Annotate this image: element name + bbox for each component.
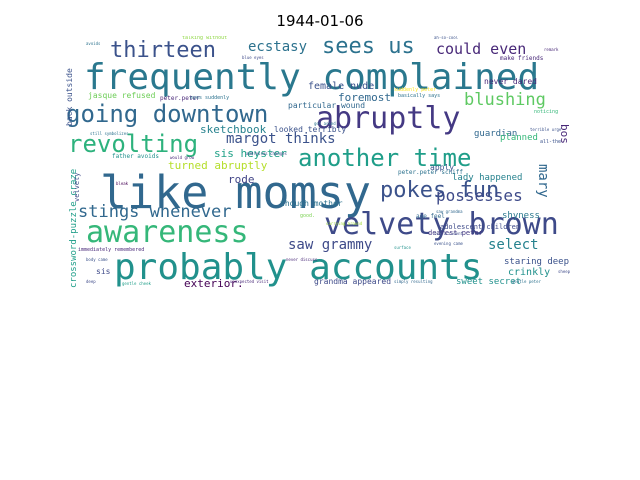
cloud-word: gentle cheek <box>122 281 151 286</box>
cloud-word: exterior. <box>184 277 244 290</box>
cloud-word: like momsy <box>100 166 371 219</box>
cloud-word: planned <box>500 133 538 143</box>
cloud-word: gentle peter <box>512 279 541 284</box>
cloud-word: dearest peter <box>428 229 483 237</box>
cloud-word: could even <box>436 40 527 58</box>
cloud-word: awareness <box>86 215 249 250</box>
cloud-word: basically says <box>398 93 441 99</box>
cloud-word: stings whenever <box>78 202 232 222</box>
cloud-word: peter.peter schiff <box>398 169 464 176</box>
cloud-word: never discuss <box>286 257 318 262</box>
cloud-word: talking without <box>182 36 228 41</box>
cloud-word: sheep <box>558 269 571 274</box>
cloud-word: simply resulting <box>394 279 433 284</box>
cloud-word: velvety <box>73 172 81 202</box>
cloud-word: pokes fun <box>380 178 500 203</box>
wordcloud-title: 1944-01-06 <box>276 12 364 30</box>
cloud-word: surface <box>394 245 411 250</box>
cloud-word: probably accounts <box>114 247 483 288</box>
cloud-word: remark <box>544 47 559 52</box>
cloud-word: avoids <box>86 41 101 46</box>
cloud-word: sis heyster <box>214 147 287 160</box>
cloud-word: foremost <box>338 91 391 104</box>
word-cloud: like momsy frequently complained probabl… <box>64 36 576 292</box>
cloud-word: bleak <box>116 181 129 186</box>
cloud-word: another time <box>298 144 472 172</box>
cloud-word: frequently complained <box>84 57 540 98</box>
cloud-word: female nude <box>308 81 375 92</box>
cloud-word: margot thinks <box>226 131 336 147</box>
cloud-word: staring deep <box>504 257 570 267</box>
cloud-word: all-the <box>540 139 562 145</box>
cloud-word: saw grammy <box>288 237 373 253</box>
cloud-word: mary <box>535 164 551 198</box>
cloud-word: turned abruptly <box>168 159 268 172</box>
cloud-word: blushing <box>464 90 546 110</box>
cloud-word: ah-so-cool <box>434 36 459 40</box>
cloud-word: rode <box>228 173 255 186</box>
cloud-word: never dared <box>484 77 537 86</box>
cloud-word: going downtown <box>66 100 269 128</box>
cloud-word: guardian <box>474 129 518 139</box>
cloud-word: ecstasy <box>248 39 308 55</box>
cloud-word: crinkly <box>508 267 551 278</box>
cloud-word: evening came <box>434 241 463 246</box>
cloud-word: father avoids <box>112 153 159 160</box>
cloud-word: blue eyes <box>242 55 264 60</box>
cloud-word: lady happened <box>452 173 523 183</box>
cloud-word: suddenly peter <box>394 87 437 93</box>
cloud-word: sketchbook <box>200 123 267 136</box>
cloud-word: still symbolizes <box>90 131 129 136</box>
cloud-word: age feel <box>416 213 445 220</box>
cloud-word: would grow <box>170 155 195 160</box>
cloud-word: sis <box>96 267 111 276</box>
cloud-word: abruptly <box>316 101 461 136</box>
cloud-word: addresses changes <box>246 151 287 156</box>
cloud-word: possesses <box>436 186 523 205</box>
cloud-word: velvety brown <box>324 207 559 242</box>
cloud-word: unexpected visit <box>230 279 269 284</box>
cloud-word: noticing <box>534 109 559 115</box>
cloud-word: jasque refused <box>88 91 156 100</box>
cloud-word: adolescent children <box>440 223 521 231</box>
cloud-word: grandma appeared <box>314 277 392 286</box>
cloud-word: shyness <box>502 211 540 221</box>
cloud-word: sees us <box>322 36 415 59</box>
cloud-word: sweet secret <box>456 277 522 287</box>
cloud-word: carrying around <box>326 221 363 226</box>
cloud-word: select <box>488 237 539 253</box>
cloud-word: terrible urge <box>530 127 562 132</box>
cloud-word: though mother <box>280 199 343 208</box>
cloud-word: sun accident <box>434 231 463 236</box>
cloud-word: apply <box>430 163 455 172</box>
cloud-word: revolting <box>68 130 199 158</box>
cloud-word: body came <box>86 257 108 262</box>
cloud-word: looked terribly <box>274 125 347 134</box>
cloud-word: good. <box>300 213 316 219</box>
cloud-word: immediately remembered <box>78 247 145 253</box>
cloud-word: get asked <box>314 121 336 126</box>
cloud-word: saw grandma <box>436 209 463 214</box>
cloud-word: deep <box>86 279 96 284</box>
cloud-word: particular wound <box>288 101 366 110</box>
cloud-word: thirteen <box>110 38 216 63</box>
cloud-word: back outside <box>65 68 74 126</box>
cloud-word: eyes suddenly <box>190 95 230 101</box>
cloud-word: make friends <box>500 55 544 62</box>
cloud-word: peter.peter <box>160 95 200 102</box>
